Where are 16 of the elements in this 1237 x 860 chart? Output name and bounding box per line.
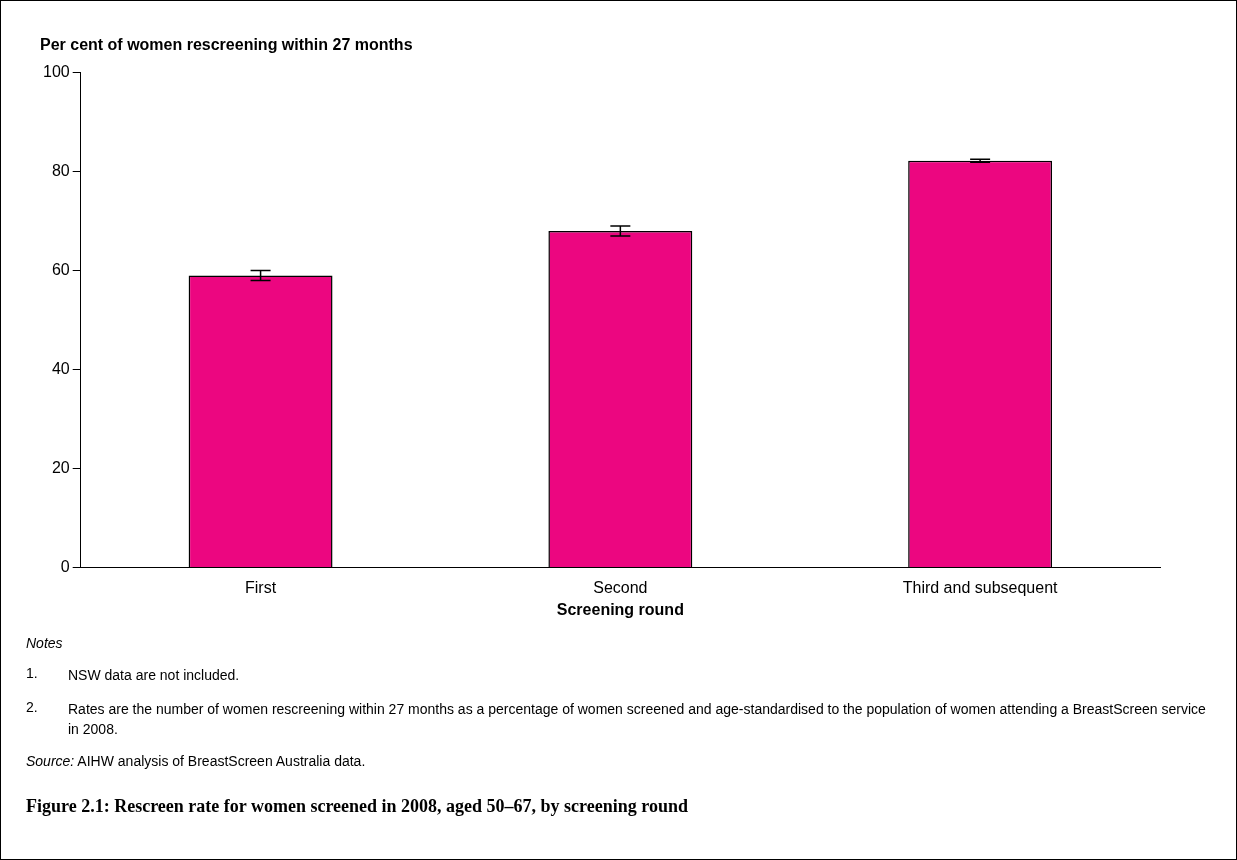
y-tick-label: 20 [51, 459, 70, 477]
y-tick-label: 40 [51, 360, 70, 378]
y-axis-title: Per cent of women rescreening within 27 months [40, 36, 413, 54]
x-axis-title: Screening round [556, 600, 684, 618]
x-tick-label: Third and subsequent [902, 578, 1059, 596]
text: Notes [26, 635, 63, 651]
y-tick-label: 80 [51, 162, 70, 180]
y-tick-label: 100 [42, 63, 70, 81]
text: 1. NSW data are not included. [26, 665, 240, 683]
y-tick-label: 60 [51, 261, 70, 279]
x-tick-label: First [245, 578, 277, 596]
y-tick-label: 0 [60, 558, 70, 576]
text: Figure 2.1: Rescreen rate for women screened in 2008, aged 50–67, by screening round [26, 796, 688, 817]
source-note: Source: AIHW analysis of BreastScreen Australia data. [26, 753, 366, 769]
x-tick-label: Second [593, 578, 648, 596]
text: 2. Rates are the number of women rescreening within 27 months as a percentage of women screened and age-standardised to the population of women attending a BreastScreen service in 2008. [26, 699, 1206, 737]
